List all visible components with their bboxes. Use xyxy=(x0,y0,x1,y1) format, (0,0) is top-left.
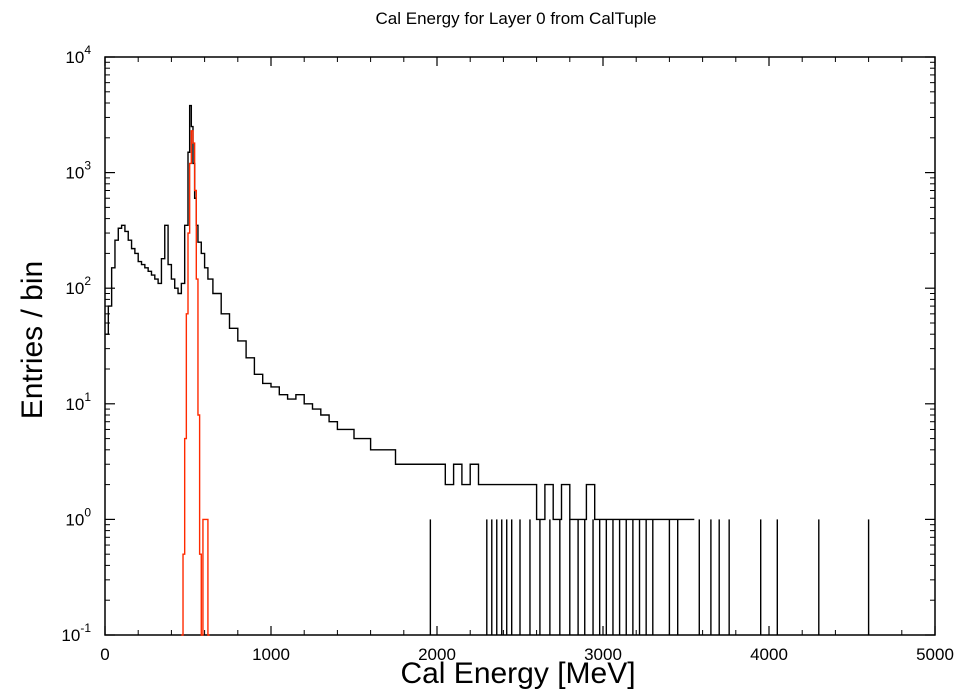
axis-tick-labels: 0 1000 2000 3000 4000 5000 10-1 100 101 102 103 104 xyxy=(61,43,954,664)
x-tick-label: 4000 xyxy=(750,645,788,664)
histogram-series-0 xyxy=(105,104,695,521)
x-tick-label: 2000 xyxy=(418,645,456,664)
series-layer xyxy=(105,104,870,636)
y-tick-label: 104 xyxy=(65,43,91,67)
y-tick-label: 101 xyxy=(65,390,91,414)
y-tick-label: 10-1 xyxy=(61,621,91,645)
x-tick-label: 0 xyxy=(100,645,109,664)
x-axis-label: Cal Energy [MeV] xyxy=(400,657,635,690)
y-axis-label: Entries / bin xyxy=(16,261,49,419)
chart-title: Cal Energy for Layer 0 from CalTuple xyxy=(376,9,657,28)
x-tick-label: 1000 xyxy=(252,645,290,664)
x-tick-label: 5000 xyxy=(916,645,954,664)
axis-ticks xyxy=(104,56,936,636)
y-tick-label: 100 xyxy=(65,505,91,529)
x-tick-label: 3000 xyxy=(584,645,622,664)
y-tick-label: 102 xyxy=(65,274,91,298)
y-tick-label: 103 xyxy=(65,159,91,183)
histogram-series-1 xyxy=(181,130,210,636)
